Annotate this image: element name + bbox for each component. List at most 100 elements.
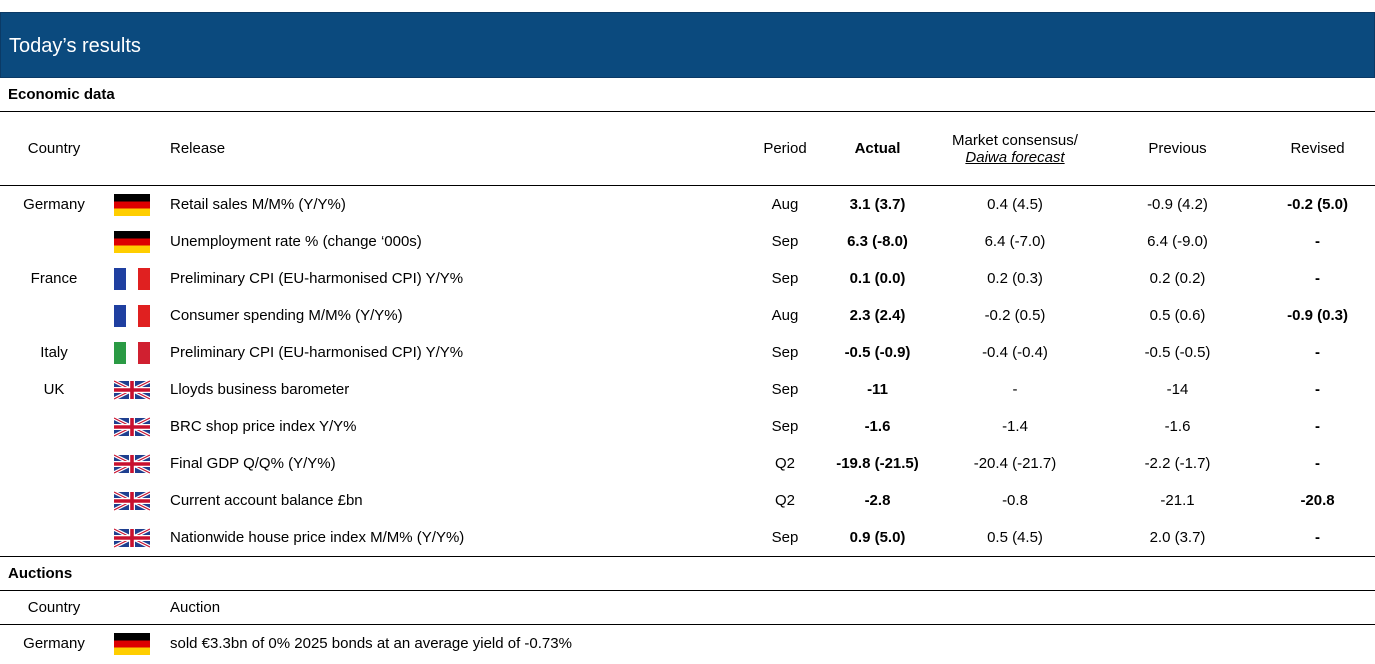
flag [114, 527, 150, 549]
flag-cell [108, 445, 170, 482]
flag [114, 416, 150, 438]
flag-cell [108, 371, 170, 408]
col-header: Revised [1260, 111, 1375, 186]
col-header: Auction [170, 590, 1375, 625]
data-row: Current account balance £bn Q2 -2.8 -0.8 -21… [0, 482, 1375, 519]
release: Consumer spending M/M% (Y/Y%) [170, 307, 403, 324]
flag-cell [108, 408, 170, 445]
consensus: 0.5 (4.5) [935, 519, 1095, 557]
actual: 2.3 (2.4) [849, 307, 906, 324]
previous: 6.4 (-9.0) [1147, 233, 1208, 250]
country [0, 482, 108, 519]
col-header: Release [170, 111, 750, 186]
country: Germany [23, 196, 85, 213]
previous: 0.5 (0.6) [1149, 307, 1206, 324]
previous: 2.0 (3.7) [1095, 519, 1260, 557]
actual: 0.9 (5.0) [820, 519, 935, 557]
actual: 0.1 (0.0) [849, 270, 906, 287]
flag [114, 193, 150, 216]
release: Retail sales M/M% (Y/Y%) [170, 196, 346, 213]
country [0, 297, 108, 334]
consensus: -1.4 [1002, 418, 1028, 435]
col-header: Country [0, 590, 108, 625]
flag [114, 230, 150, 253]
flag-cell [108, 186, 170, 224]
consensus: -0.4 (-0.4) [982, 344, 1048, 361]
country: Germany [23, 635, 85, 652]
previous: -14 [1166, 381, 1189, 398]
col-header: Previous [1095, 111, 1260, 186]
consensus: - [1012, 381, 1018, 398]
col-header-line: Market consensus/ [952, 131, 1078, 149]
flag [114, 267, 150, 290]
flag-cell [108, 260, 170, 297]
auction-table: Auctions Country Auction Germany sold €3.3… [0, 557, 1375, 662]
previous: -21.1 [1160, 492, 1195, 509]
revised: - [1315, 270, 1321, 287]
release: Nationwide house price index M/M% (Y/Y%) [170, 519, 750, 557]
data-row: Consumer spending M/M% (Y/Y%) Aug 2.3 (2.4… [0, 297, 1375, 334]
period: Q2 [774, 455, 795, 472]
period: Q2 [774, 492, 795, 509]
consensus: -20.4 (-21.7) [973, 455, 1057, 472]
flag-cell [108, 223, 170, 260]
period: Sep [771, 344, 799, 361]
release: Current account balance £bn [170, 492, 363, 509]
period: Sep [750, 519, 820, 557]
previous: 0.2 (0.2) [1149, 270, 1206, 287]
period: Sep [771, 381, 799, 398]
consensus: -0.8 [1002, 492, 1028, 509]
country: France [30, 270, 78, 287]
flag-cell [108, 297, 170, 334]
previous: -2.2 (-1.7) [1144, 455, 1211, 472]
release: Preliminary CPI (EU-harmonised CPI) Y/Y% [170, 344, 464, 361]
col-header: Country [0, 111, 108, 186]
release: Lloyds business barometer [170, 381, 350, 398]
previous: -0.9 (4.2) [1147, 196, 1208, 213]
country [0, 445, 108, 482]
consensus: -0.2 (0.5) [984, 307, 1046, 324]
flag-cell [108, 519, 170, 557]
flag-cell [108, 334, 170, 371]
revised: - [1315, 455, 1321, 472]
revised: - [1315, 233, 1321, 250]
data-row: Germany Retail sales M/M% (Y/Y%) Aug 3.1 (3… [0, 186, 1375, 224]
section-title: Economic data [0, 78, 1375, 112]
data-row: France Preliminary CPI (EU-harmonised CPI… [0, 260, 1375, 297]
actual: -11 [867, 381, 888, 398]
results-panel: Today’s results Economic data Country Re… [0, 12, 1375, 662]
col-header: Market consensus/Daiwa forecast [935, 111, 1095, 186]
release: Unemployment rate % (change ‘000s) [170, 233, 422, 250]
data-row: Final GDP Q/Q% (Y/Y%) Q2 -19.8 (-21.5) -20.… [0, 445, 1375, 482]
auction: sold €3.3bn of 0% 2025 bonds at an avera… [170, 635, 572, 652]
col-header: Actual [820, 111, 935, 186]
release: Preliminary CPI (EU-harmonised CPI) Y/Y% [170, 270, 464, 287]
previous: -0.5 (-0.5) [1144, 344, 1211, 361]
economic-table: Economic data Country Release Period Act… [0, 78, 1375, 557]
flag [114, 304, 150, 327]
revised: - [1315, 344, 1321, 361]
data-row: BRC shop price index Y/Y% Sep -1.6 -1.4 -1.6… [0, 408, 1375, 445]
period: Sep [771, 270, 799, 287]
col-header-line: Daiwa forecast [965, 148, 1065, 166]
previous: -1.6 [1164, 418, 1191, 435]
data-row: Unemployment rate % (change ‘000s) Sep 6.3… [0, 223, 1375, 260]
data-row: UK Lloyds business barometer Sep -11 - -14 - [0, 371, 1375, 408]
flag [114, 632, 150, 655]
revised: -0.2 (5.0) [1287, 196, 1348, 213]
country: UK [43, 381, 65, 398]
actual: 3.1 (3.7) [849, 196, 906, 213]
flag-cell [108, 482, 170, 519]
country [0, 223, 108, 260]
data-row: Italy Preliminary CPI (EU-harmonised CPI)… [0, 334, 1375, 371]
actual: 6.3 (-8.0) [847, 233, 908, 250]
period: Aug [771, 307, 799, 324]
col-header: Period [750, 111, 820, 186]
flag [114, 341, 150, 364]
consensus: 6.4 (-7.0) [984, 233, 1046, 250]
data-row: Nationwide house price index M/M% (Y/Y%)… [0, 519, 1375, 557]
consensus: 0.2 (0.3) [987, 270, 1043, 287]
section-title: Auctions [0, 557, 1375, 591]
consensus: 0.4 (4.5) [987, 196, 1043, 213]
